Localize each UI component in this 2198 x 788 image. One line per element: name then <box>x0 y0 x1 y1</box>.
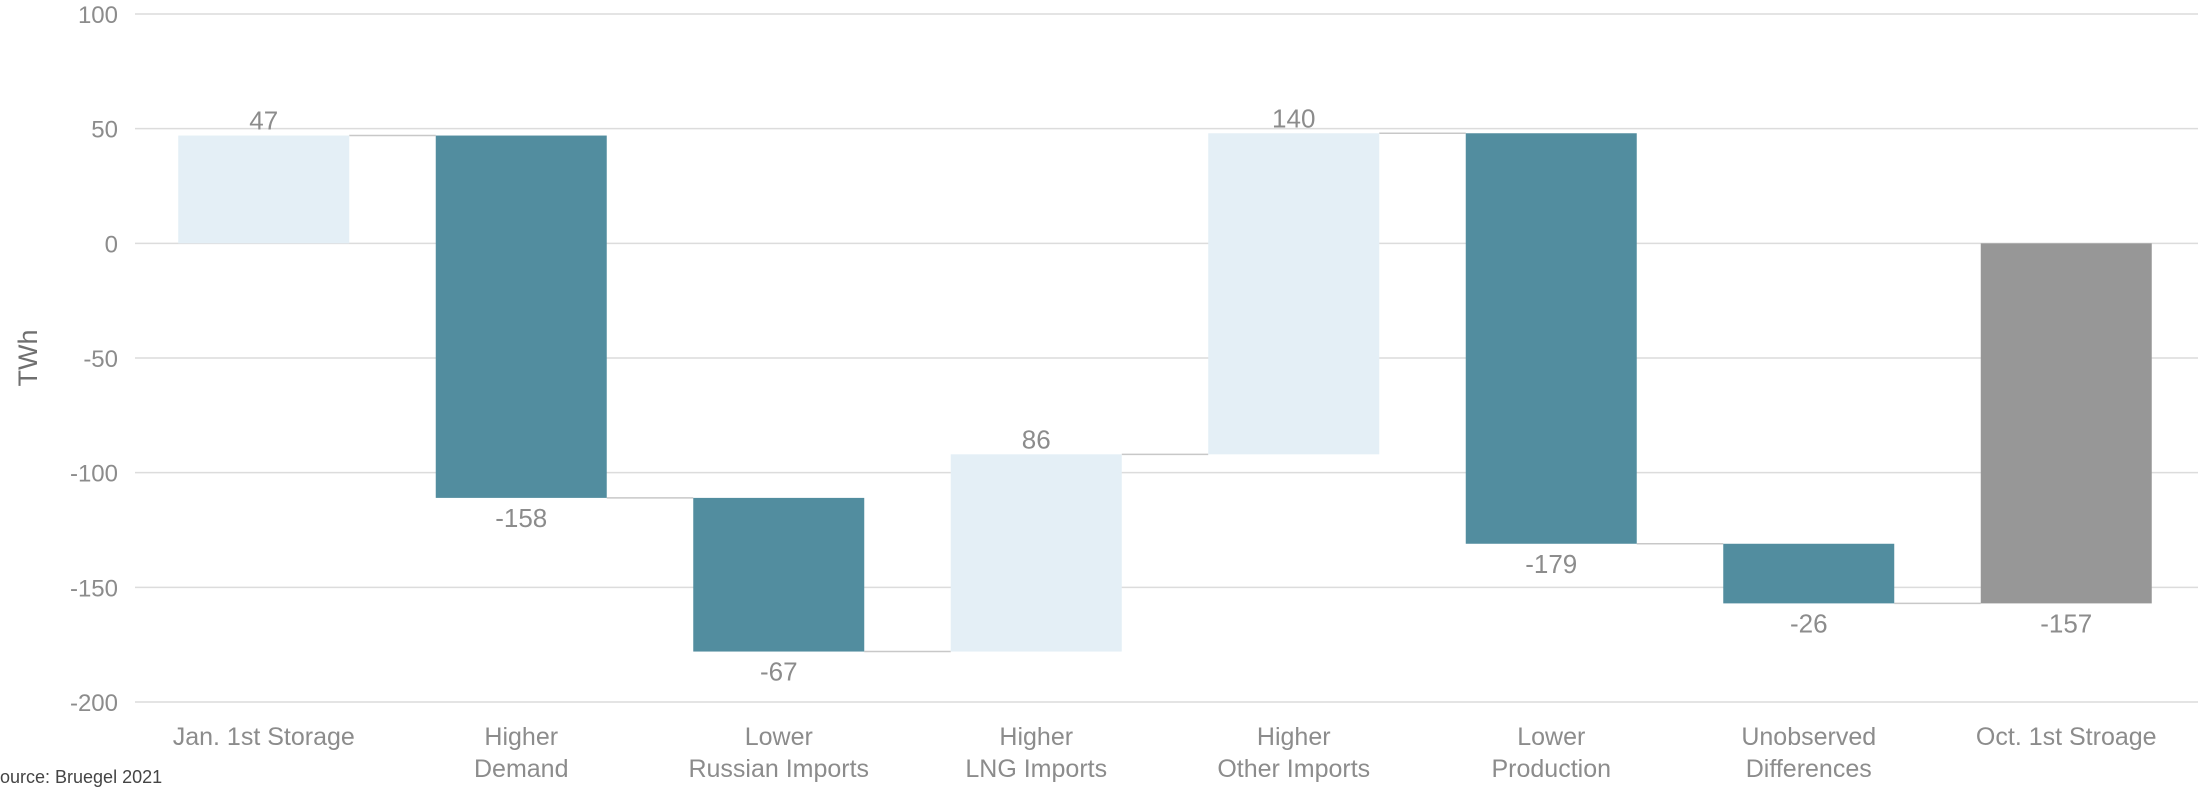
waterfall-bar <box>693 497 865 652</box>
x-category-label: Lower <box>745 723 813 751</box>
x-category-label: Demand <box>474 755 569 783</box>
y-axis-title: TWh <box>13 330 43 387</box>
data-label: -158 <box>495 503 547 533</box>
data-label: -157 <box>2040 608 2092 638</box>
x-category-label: Higher <box>484 723 558 751</box>
y-tick-label: 100 <box>78 2 118 29</box>
x-axis-categories: Jan. 1st Storage Higher Demand Lower Russian… <box>173 723 2157 783</box>
waterfall-bar <box>1723 543 1895 604</box>
data-label: -179 <box>1525 549 1577 579</box>
data-label: -67 <box>760 657 798 687</box>
x-category-label: LNG Imports <box>965 755 1107 783</box>
data-label: 47 <box>249 106 278 136</box>
y-tick-label: -150 <box>70 575 118 602</box>
y-axis-ticks: 100 50 0 -50 -100 -150 -200 <box>70 2 118 717</box>
data-label: -26 <box>1790 608 1828 638</box>
bars <box>178 133 2152 652</box>
x-category-label: Higher <box>1257 723 1331 751</box>
x-category-label: Differences <box>1746 755 1872 783</box>
x-category-label: Jan. 1st Storage <box>173 723 355 751</box>
y-tick-label: 50 <box>91 117 118 144</box>
x-category-label: Lower <box>1517 723 1585 751</box>
waterfall-bar <box>178 135 350 244</box>
waterfall-bar <box>435 135 607 498</box>
waterfall-bar <box>950 454 1122 652</box>
data-label: 140 <box>1272 103 1315 133</box>
y-tick-label: -200 <box>70 690 118 717</box>
connector-lines <box>349 132 1981 653</box>
data-label: 86 <box>1022 424 1051 454</box>
x-category-label: Russian Imports <box>688 755 869 783</box>
x-category-label: Unobserved <box>1741 723 1876 751</box>
waterfall-bar <box>1980 243 2152 604</box>
source-note: ource: Bruegel 2021 <box>0 767 162 787</box>
data-labels: 47 -158 -67 86 140 -179 -26 -157 <box>249 103 2092 686</box>
waterfall-bar <box>1465 133 1637 544</box>
x-category-label: Production <box>1491 755 1611 783</box>
x-category-label: Other Imports <box>1217 755 1370 783</box>
x-category-label: Oct. 1st Stroage <box>1976 723 2157 751</box>
y-tick-label: -50 <box>83 346 118 373</box>
y-tick-label: -100 <box>70 461 118 488</box>
waterfall-bar <box>1208 133 1380 455</box>
x-category-label: Higher <box>999 723 1073 751</box>
y-tick-label: 0 <box>105 231 118 258</box>
